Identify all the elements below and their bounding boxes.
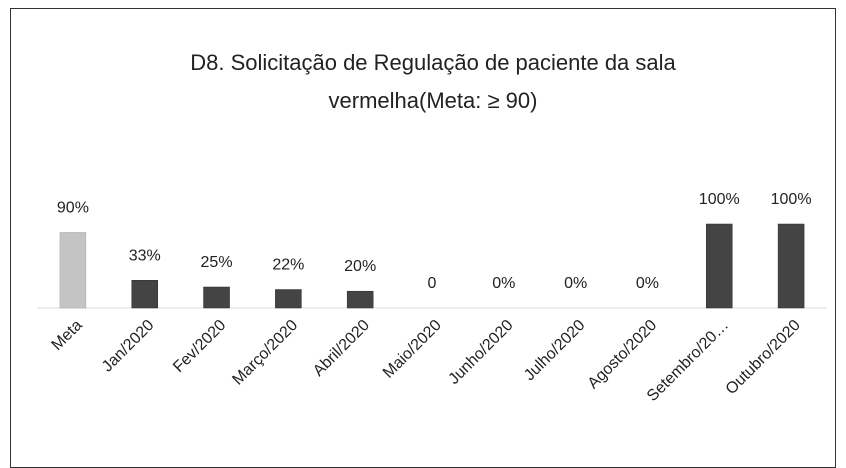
bar xyxy=(777,223,805,309)
data-label: 33% xyxy=(129,247,161,264)
data-label: 100% xyxy=(771,191,812,208)
bar xyxy=(203,286,230,309)
data-label: 100% xyxy=(699,191,740,208)
data-label: 22% xyxy=(272,257,304,274)
x-tick-label: Outubro/2020 xyxy=(723,317,804,398)
x-tick-label: Jan/2020 xyxy=(99,317,158,376)
x-tick-label: Abril/2020 xyxy=(310,317,373,380)
x-tick-label: Fev/2020 xyxy=(170,317,229,376)
x-tick-label: Maio/2020 xyxy=(380,317,445,382)
data-label: 90% xyxy=(57,199,89,216)
x-tick-label: Junho/2020 xyxy=(445,317,516,388)
chart-title: D8. Solicitação de Regulação de paciente… xyxy=(190,50,676,113)
bar xyxy=(346,290,374,309)
data-label: 25% xyxy=(201,254,233,271)
data-label: 0% xyxy=(492,275,515,292)
bar xyxy=(706,223,733,309)
x-tick-label: Meta xyxy=(49,317,86,354)
data-label: 0 xyxy=(428,275,437,292)
bar xyxy=(59,232,87,309)
x-tick-label: Julho/2020 xyxy=(521,317,588,384)
x-tick-label: Agosto/2020 xyxy=(585,317,661,393)
data-label: 0% xyxy=(564,275,587,292)
x-tick-label: Março/2020 xyxy=(229,317,301,389)
data-label: 0% xyxy=(636,275,659,292)
bar xyxy=(275,289,302,309)
bar xyxy=(131,280,158,309)
data-label: 20% xyxy=(344,258,376,275)
